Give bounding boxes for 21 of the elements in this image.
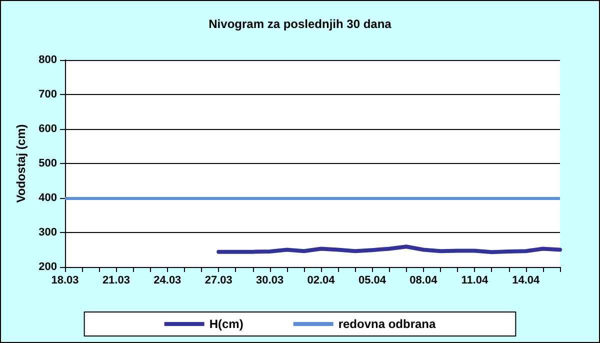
x-tick-label: 14.04 [512, 274, 541, 286]
x-tick-label: 18.03 [51, 274, 79, 286]
x-tick-label: 30.03 [256, 274, 284, 286]
x-tick-label: 08.04 [410, 274, 438, 286]
legend-label: H(cm) [209, 317, 244, 331]
x-tick-label: 05.04 [358, 274, 387, 286]
x-tick-label: 21.03 [102, 274, 130, 286]
y-tick-label: 800 [38, 54, 57, 66]
x-tick-label: 27.03 [204, 274, 232, 286]
x-tick-label: 02.04 [307, 274, 336, 286]
y-axis-title: Vodostaj (cm) [14, 124, 28, 203]
x-tick-label: 11.04 [461, 274, 489, 286]
y-tick-label: 200 [38, 261, 57, 273]
y-tick-label: 400 [38, 192, 57, 204]
y-tick-label: 600 [38, 123, 57, 135]
legend-label: redovna odbrana [338, 317, 436, 331]
y-tick-label: 500 [38, 158, 57, 170]
chart-title: Nivogram za poslednjih 30 dana [208, 17, 392, 31]
y-tick-label: 300 [38, 226, 57, 238]
y-tick-label: 700 [38, 88, 57, 100]
x-tick-label: 24.03 [154, 274, 182, 286]
